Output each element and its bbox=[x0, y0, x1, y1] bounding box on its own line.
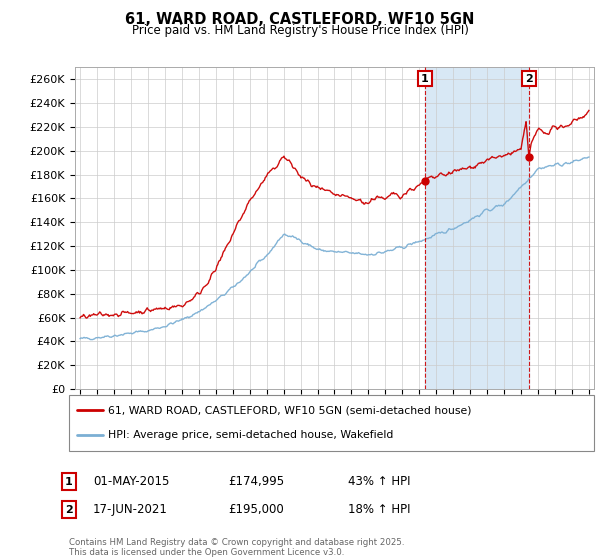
Text: Contains HM Land Registry data © Crown copyright and database right 2025.
This d: Contains HM Land Registry data © Crown c… bbox=[69, 538, 404, 557]
Text: 2: 2 bbox=[65, 505, 73, 515]
Text: 17-JUN-2021: 17-JUN-2021 bbox=[93, 503, 168, 516]
Text: 01-MAY-2015: 01-MAY-2015 bbox=[93, 475, 169, 488]
Text: 18% ↑ HPI: 18% ↑ HPI bbox=[348, 503, 410, 516]
Text: 1: 1 bbox=[65, 477, 73, 487]
Text: £174,995: £174,995 bbox=[228, 475, 284, 488]
Text: 61, WARD ROAD, CASTLEFORD, WF10 5GN (semi-detached house): 61, WARD ROAD, CASTLEFORD, WF10 5GN (sem… bbox=[109, 405, 472, 416]
Text: 2: 2 bbox=[525, 73, 533, 83]
Text: £195,000: £195,000 bbox=[228, 503, 284, 516]
Bar bbox=[425, 67, 529, 389]
Text: Price paid vs. HM Land Registry's House Price Index (HPI): Price paid vs. HM Land Registry's House … bbox=[131, 24, 469, 36]
Text: 1: 1 bbox=[421, 73, 429, 83]
Text: 61, WARD ROAD, CASTLEFORD, WF10 5GN: 61, WARD ROAD, CASTLEFORD, WF10 5GN bbox=[125, 12, 475, 27]
Text: 43% ↑ HPI: 43% ↑ HPI bbox=[348, 475, 410, 488]
Text: HPI: Average price, semi-detached house, Wakefield: HPI: Average price, semi-detached house,… bbox=[109, 430, 394, 440]
